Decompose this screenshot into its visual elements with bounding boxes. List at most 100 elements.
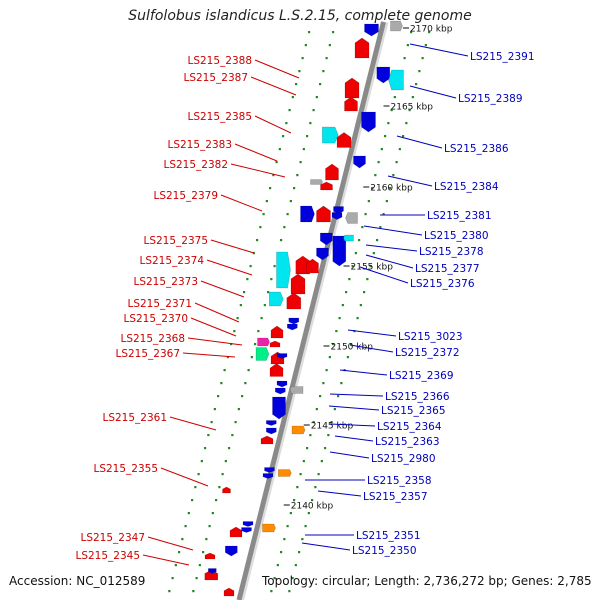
label-connector (409, 43, 469, 57)
track-dot (354, 252, 357, 255)
label-connector (234, 143, 278, 162)
gene-feature (289, 386, 304, 394)
gene-label: LS215_2381 (427, 210, 492, 222)
track-dot (230, 343, 233, 346)
gene-feature (277, 469, 292, 477)
gene-feature (291, 425, 306, 435)
track-dot (256, 239, 259, 242)
track-dot (269, 187, 272, 190)
track-guides (168, 31, 431, 593)
reverse-gene-arrow (361, 111, 376, 133)
track-dot (359, 304, 362, 307)
label-connector (200, 280, 245, 298)
track-dot (247, 369, 250, 372)
track-dot (283, 226, 286, 229)
track-dot (280, 551, 283, 554)
reverse-gene-arrow (264, 467, 275, 473)
gene-label: LS215_2372 (395, 347, 460, 359)
label-connector (347, 329, 397, 337)
track-dot (208, 525, 211, 528)
track-dot (217, 395, 220, 398)
track-dot (249, 265, 252, 268)
label-connector (182, 352, 236, 358)
track-dot (341, 304, 344, 307)
track-dot (302, 148, 305, 151)
gene-label: LS215_2371 (127, 298, 192, 310)
track-dot (387, 122, 390, 125)
track-dot (213, 408, 216, 411)
track-dot (231, 434, 234, 437)
track-dot (379, 226, 382, 229)
gene-label: LS215_2350 (352, 545, 417, 557)
track-dot (234, 421, 237, 424)
track-dot (215, 499, 218, 502)
forward-gene-arrow (344, 77, 360, 99)
gene-feature (268, 291, 284, 307)
forward-gene-arrow (269, 363, 284, 377)
reverse-gene-arrow (288, 317, 300, 325)
gene-label: LS215_2365 (381, 405, 446, 417)
gene-label: LS215_2375 (143, 235, 208, 247)
reverse-gene-arrow (265, 427, 277, 435)
track-dot (168, 590, 171, 593)
track-dot (314, 486, 317, 489)
track-dot (398, 148, 401, 151)
track-dot (367, 200, 370, 203)
reverse-gene-arrow (265, 420, 277, 426)
reverse-gene-arrow (364, 23, 379, 37)
track-dot (260, 317, 263, 320)
track-dot (192, 590, 195, 593)
track-dot (309, 122, 312, 125)
forward-gene-arrow (306, 258, 319, 274)
forward-gene-arrow (286, 292, 302, 310)
label-connector (328, 405, 380, 411)
forward-gene-arrow (270, 325, 284, 339)
track-dot (263, 304, 266, 307)
gene-label: LS215_2361 (102, 412, 167, 424)
label-connector (387, 175, 433, 187)
reverse-gene-arrow (319, 232, 333, 246)
track-dot (319, 83, 322, 86)
track-dot (294, 564, 297, 567)
gene-label: LS215_2389 (458, 93, 523, 105)
track-dot (369, 265, 372, 268)
track-dot (198, 564, 201, 567)
reverse-gene-arrow (316, 247, 329, 261)
track-dot (363, 291, 366, 294)
track-dot (210, 421, 213, 424)
track-dot (371, 187, 374, 190)
genome-backbone (236, 21, 389, 600)
track-dot (306, 135, 309, 138)
label-connector (220, 194, 263, 212)
track-dot (337, 395, 340, 398)
track-dot (350, 343, 353, 346)
reverse-gene-arrow (242, 521, 254, 527)
track-dot (233, 330, 236, 333)
gene-label: LS215_2980 (371, 453, 436, 465)
topology-text: Topology: circular (262, 574, 367, 588)
track-dot (257, 330, 260, 333)
forward-gene-arrow (295, 255, 311, 275)
track-dot (328, 356, 331, 359)
label-connector (329, 393, 384, 397)
position-tick-label: 2160 kbp (370, 184, 413, 194)
track-dot (265, 200, 268, 203)
label-connector (317, 490, 362, 497)
label-connector (190, 317, 237, 337)
track-dot (366, 278, 369, 281)
gene-label: LS215_3023 (398, 331, 463, 343)
track-dot (288, 590, 291, 593)
label-connector (250, 76, 297, 96)
track-dot (184, 525, 187, 528)
reverse-gene-arrow (331, 212, 343, 220)
track-dot (302, 460, 305, 463)
track-dot (181, 538, 184, 541)
label-connector (409, 85, 457, 99)
gene-feature (255, 347, 270, 361)
reverse-gene-arrow (272, 396, 286, 420)
track-dot (220, 382, 223, 385)
track-dot (282, 135, 285, 138)
track-dot (392, 174, 395, 177)
track-dot (364, 213, 367, 216)
